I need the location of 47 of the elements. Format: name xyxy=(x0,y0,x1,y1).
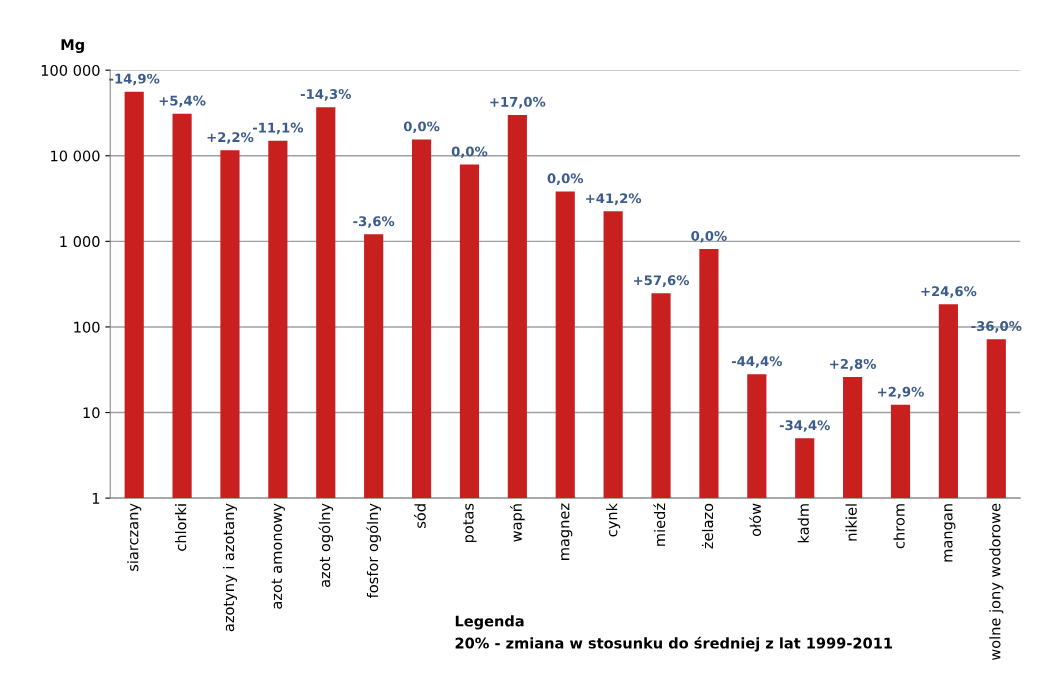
annotation: +17,0% xyxy=(490,96,546,109)
y-tick-label: 10 xyxy=(83,407,100,419)
x-tick-label: magnez xyxy=(561,503,573,560)
text: 20% - zmiana w stosunku do średniej z lat 1999-2011 xyxy=(455,636,892,652)
y-tick-label: 100 xyxy=(74,321,100,333)
y-tick-label: 100 000 xyxy=(41,64,100,76)
annotation: -11,1% xyxy=(252,122,304,135)
annotation: +2,9% xyxy=(878,386,924,399)
annotation: 0,0% xyxy=(691,230,727,243)
y-tick-label: 10 000 xyxy=(51,150,100,162)
annotation: +57,6% xyxy=(634,275,690,287)
annotation: +24,6% xyxy=(921,286,977,298)
x-tick-label: wapń xyxy=(510,504,525,542)
x-tick-label: kadm xyxy=(797,504,809,543)
annotation: +5,4% xyxy=(159,95,206,108)
y-tick-label: 1 000 xyxy=(60,236,100,248)
annotation: +2,8% xyxy=(830,358,877,371)
annotation: -14,3% xyxy=(300,89,351,101)
y-axis-title: Mg xyxy=(61,39,84,54)
x-tick-label: miedź xyxy=(653,503,666,546)
annotation: -34,4% xyxy=(779,420,830,432)
y-tick-label: 1 xyxy=(92,493,100,504)
x-tick-label: azot amonowy xyxy=(271,503,285,609)
x-tick-label: azotyny i azotany xyxy=(222,503,238,632)
x-tick-label: żelazo xyxy=(701,503,714,549)
x-tick-label: sód xyxy=(413,504,426,528)
x-tick-label: wolne jony wodorowe xyxy=(989,503,1004,661)
annotation: 0,0% xyxy=(547,173,584,186)
annotation: +2,2% xyxy=(207,132,254,144)
annotation: +41,2% xyxy=(586,193,642,205)
x-tick-label: siarczany xyxy=(127,503,142,571)
x-tick-label: nikiel xyxy=(845,504,857,541)
x-tick-label: ołów xyxy=(749,503,762,537)
annotation: -44,4% xyxy=(731,356,783,368)
x-tick-label: chrom xyxy=(893,504,905,549)
x-tick-label: potas xyxy=(463,503,477,543)
annotation: 0,0% xyxy=(451,146,488,159)
x-tick-label: mangan xyxy=(944,504,956,562)
x-tick-label: azot ogólny xyxy=(318,503,334,587)
annotation: -36,0% xyxy=(971,321,1022,333)
annotation: -14,9% xyxy=(109,73,160,86)
x-tick-label: fosfor ogólny xyxy=(366,503,382,599)
x-tick-label: chlorki xyxy=(175,504,187,551)
annotation: -3,6% xyxy=(353,216,395,228)
x-tick-label: cynk xyxy=(606,503,621,537)
text: Legenda xyxy=(455,615,524,630)
annotation: 0,0% xyxy=(403,121,440,134)
